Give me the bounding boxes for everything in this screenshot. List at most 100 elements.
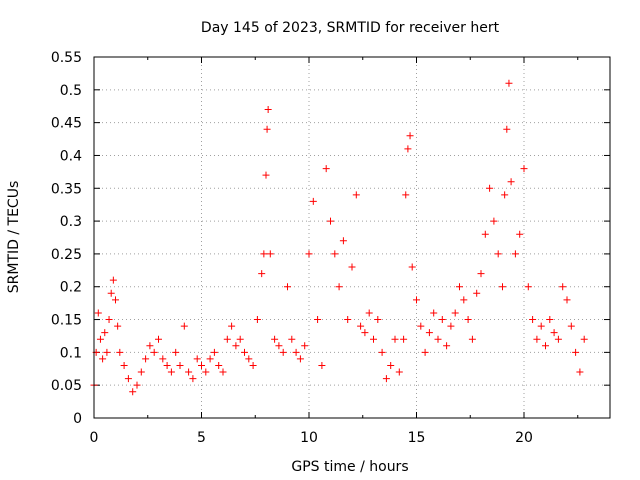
data-point: [114, 322, 122, 330]
data-point: [430, 309, 438, 317]
data-point: [296, 355, 304, 363]
data-point: [563, 296, 571, 304]
data-point: [167, 368, 175, 376]
data-point: [262, 171, 270, 179]
data-point: [490, 217, 498, 225]
data-point: [520, 165, 528, 173]
data-point: [172, 348, 180, 356]
chart-title: Day 145 of 2023, SRMTID for receiver her…: [201, 20, 500, 36]
data-point: [400, 335, 408, 343]
data-point: [378, 348, 386, 356]
x-tick-label: 5: [197, 430, 206, 446]
y-tick-label: 0.35: [51, 181, 82, 197]
data-point: [554, 335, 562, 343]
y-tick-labels: 0 0.05 0.1 0.15 0.2 0.25 0.3 0.35 0.4 0.45 0.5 0.55: [51, 50, 82, 427]
data-point: [258, 270, 266, 278]
data-point: [101, 329, 109, 337]
data-point: [275, 342, 283, 350]
x-tick-label: 10: [300, 430, 318, 446]
x-tick-label: 15: [408, 430, 426, 446]
data-point: [357, 322, 365, 330]
data-point: [339, 237, 347, 245]
data-point: [112, 296, 119, 304]
y-tick-label: 0.5: [60, 83, 82, 99]
data-point: [223, 335, 231, 343]
data-point: [447, 322, 455, 330]
x-tick-label: 20: [515, 430, 533, 446]
data-point: [413, 296, 420, 304]
data-point: [529, 316, 537, 324]
x-tick-labels: 0 5 10 15 20: [90, 430, 533, 446]
data-point: [468, 335, 476, 343]
plot-frame: [93, 56, 611, 419]
data-point: [301, 342, 309, 350]
data-point: [406, 132, 414, 140]
data-point: [408, 263, 416, 271]
data-point: [185, 368, 193, 376]
data-point: [460, 296, 468, 304]
data-point: [305, 250, 313, 258]
y-axis-label: SRMTID / TECUs: [6, 181, 22, 294]
data-point: [124, 375, 132, 383]
data-point: [155, 335, 162, 343]
data-point: [103, 348, 111, 356]
data-point: [266, 250, 274, 258]
data-point: [464, 316, 472, 324]
data-point: [348, 263, 356, 271]
data-point: [395, 368, 403, 376]
data-point: [365, 309, 373, 317]
data-point: [456, 283, 463, 291]
x-axis-label: GPS time / hours: [291, 459, 408, 475]
data-point: [284, 283, 291, 291]
data-point: [189, 375, 197, 383]
data-point: [129, 388, 137, 396]
data-point: [322, 165, 330, 173]
data-point: [202, 368, 210, 376]
data-point: [146, 342, 154, 350]
data-point: [309, 197, 317, 205]
data-point: [511, 250, 519, 258]
data-point: [116, 348, 124, 356]
data-point: [142, 355, 150, 363]
data-point: [443, 342, 451, 350]
data-point: [434, 335, 442, 343]
data-point: [292, 348, 300, 356]
data-point: [505, 79, 513, 87]
data-point: [210, 348, 218, 356]
data-point: [402, 191, 410, 199]
data-point: [105, 316, 113, 324]
data-point: [559, 283, 567, 291]
grid: [94, 57, 610, 418]
data-point: [180, 322, 188, 330]
data-point: [391, 335, 399, 343]
tick-marks: [93, 56, 610, 419]
y-tick-label: 0: [73, 411, 82, 427]
y-tick-label: 0.15: [51, 313, 82, 329]
data-point: [99, 355, 107, 363]
data-point: [198, 361, 205, 369]
data-point: [109, 276, 117, 284]
y-tick-label: 0.55: [51, 50, 82, 66]
data-point: [421, 348, 429, 356]
data-point: [387, 361, 395, 369]
data-point: [120, 361, 128, 369]
data-point: [219, 368, 227, 376]
data-point: [533, 335, 541, 343]
data-point: [318, 361, 326, 369]
data-point: [232, 342, 240, 350]
data-point: [546, 316, 554, 324]
data-point: [150, 348, 158, 356]
data-point: [344, 316, 352, 324]
data-point: [193, 355, 201, 363]
data-point: [499, 283, 506, 291]
data-point: [473, 289, 481, 297]
data-point: [133, 381, 141, 389]
data-point: [507, 178, 515, 186]
data-point: [159, 355, 167, 363]
y-tick-label: 0.45: [51, 116, 82, 132]
data-point: [107, 289, 115, 297]
data-point: [361, 329, 369, 337]
y-tick-label: 0.25: [51, 247, 82, 263]
data-point: [477, 270, 485, 278]
data-point: [314, 316, 322, 324]
